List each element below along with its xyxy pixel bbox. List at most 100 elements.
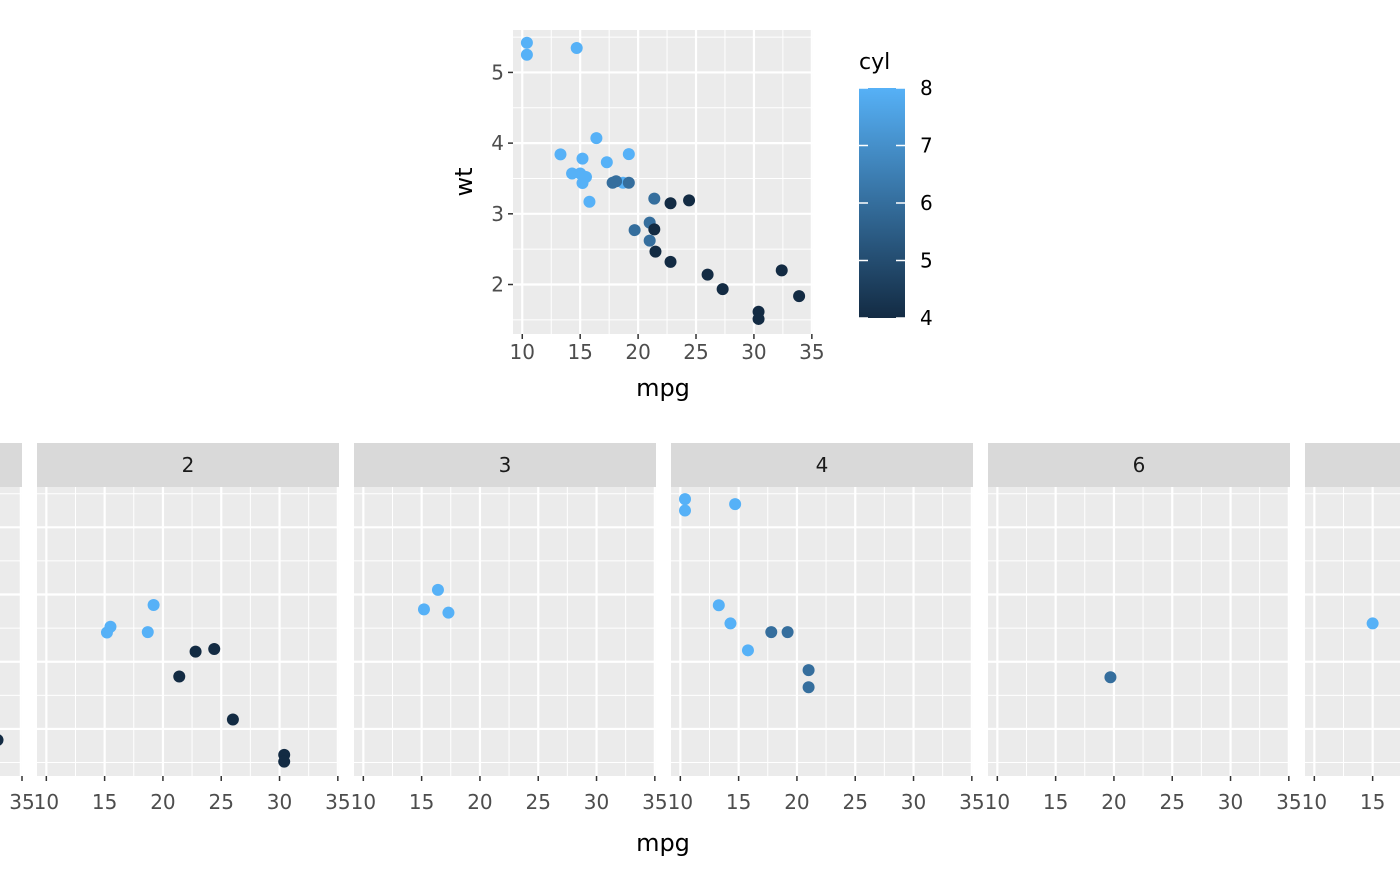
data-point (417, 603, 430, 616)
x-tick-label: 20 (150, 790, 175, 814)
x-tick-label: 15 (567, 340, 592, 364)
color-legend: 8 7 6 5 4 (859, 76, 933, 330)
x-tick-label: 35 (325, 790, 350, 814)
data-point (141, 626, 154, 639)
top-y-axis-title: wt (450, 167, 478, 196)
data-point (775, 264, 788, 277)
y-tick-label: 2 (491, 273, 504, 297)
facet-panel: 4 10 15 20 25 30 35 (668, 443, 985, 814)
data-point (678, 504, 691, 517)
top-scatter-plot: 10 15 20 25 30 35 2 3 4 5 (491, 30, 825, 364)
data-point (741, 644, 754, 657)
data-point (442, 606, 455, 619)
facet-x-axis-title: mpg (636, 829, 690, 857)
data-point (520, 36, 533, 49)
facet-strip-label: 3 (499, 453, 512, 477)
data-point (576, 152, 589, 165)
x-tick-label: 35 (9, 790, 34, 814)
legend-label: 5 (920, 249, 933, 273)
facet-strip (37, 443, 339, 487)
x-tick-label: 20 (1101, 790, 1126, 814)
facet-panel: 3 10 15 20 25 30 35 (351, 443, 668, 814)
data-point (600, 156, 613, 169)
data-point (664, 255, 677, 268)
data-point (208, 642, 221, 655)
facet-strip (354, 443, 656, 487)
x-tick-label: 15 (409, 790, 434, 814)
data-point (664, 197, 677, 210)
legend-label: 6 (920, 191, 933, 215)
facet-panel (0, 443, 22, 776)
data-point (583, 195, 596, 208)
facet-panel-background (37, 487, 339, 776)
data-point (104, 620, 117, 633)
x-tick-label: 30 (584, 790, 609, 814)
data-point (189, 645, 202, 658)
data-point (173, 670, 186, 683)
x-tick-label: 35 (642, 790, 667, 814)
data-point (590, 132, 603, 145)
data-point (802, 664, 815, 677)
data-point (724, 617, 737, 630)
data-point (643, 234, 656, 247)
data-point (554, 148, 567, 161)
facet-panel-background (0, 487, 22, 776)
data-point (278, 755, 291, 768)
x-tick-label: 25 (683, 340, 708, 364)
y-tick-label: 4 (491, 131, 504, 155)
data-point (1366, 617, 1379, 630)
data-point (147, 598, 160, 611)
x-tick-label: 10 (34, 790, 59, 814)
data-point (716, 283, 729, 296)
data-point (579, 171, 592, 184)
x-tick-label: 15 (1043, 790, 1068, 814)
data-point (683, 194, 696, 207)
data-point (622, 176, 635, 189)
x-tick-label: 10 (351, 790, 376, 814)
data-point (701, 268, 714, 281)
top-x-axis-title: mpg (636, 374, 690, 402)
x-tick-label: 20 (467, 790, 492, 814)
x-tick-label: 30 (267, 790, 292, 814)
facet-strip (988, 443, 1290, 487)
x-tick-label: 15 (92, 790, 117, 814)
facet-panel: 2 10 15 20 25 30 35 (34, 443, 351, 814)
data-point (781, 626, 794, 639)
data-point (793, 290, 806, 303)
y-tick-label: 5 (491, 60, 504, 84)
data-point (0, 734, 4, 746)
facet-panel-background (354, 487, 656, 776)
data-point (765, 626, 778, 639)
facet-strip-label: 2 (182, 453, 195, 477)
x-tick-label: 35 (1276, 790, 1301, 814)
data-point (752, 312, 765, 325)
facet-strip (0, 443, 22, 487)
facet-panel: 6 10 15 20 25 30 35 (985, 443, 1302, 814)
x-tick-label: 35 (959, 790, 984, 814)
x-tick-label: 25 (209, 790, 234, 814)
x-tick-label: 10 (668, 790, 693, 814)
data-point (802, 681, 815, 694)
x-tick-label: 25 (1160, 790, 1185, 814)
data-point (226, 713, 239, 726)
y-tick-label: 3 (491, 202, 504, 226)
facet-strip (1305, 443, 1400, 487)
facet-strip-label: 4 (816, 453, 829, 477)
data-point (729, 498, 742, 511)
legend-label: 8 (920, 76, 933, 100)
facet-strip (671, 443, 973, 487)
x-tick-label: 10 (510, 340, 535, 364)
data-point (648, 223, 661, 236)
x-tick-label: 20 (784, 790, 809, 814)
x-tick-label: 30 (901, 790, 926, 814)
legend-title: cyl (859, 50, 890, 75)
x-tick-label: 15 (1360, 790, 1385, 814)
x-tick-label: 10 (985, 790, 1010, 814)
x-tick-label: 30 (741, 340, 766, 364)
data-point (1104, 671, 1117, 684)
facet-panel-background (671, 487, 973, 776)
facet-strip-label: 6 (1133, 453, 1146, 477)
x-tick-label: 35 (799, 340, 824, 364)
